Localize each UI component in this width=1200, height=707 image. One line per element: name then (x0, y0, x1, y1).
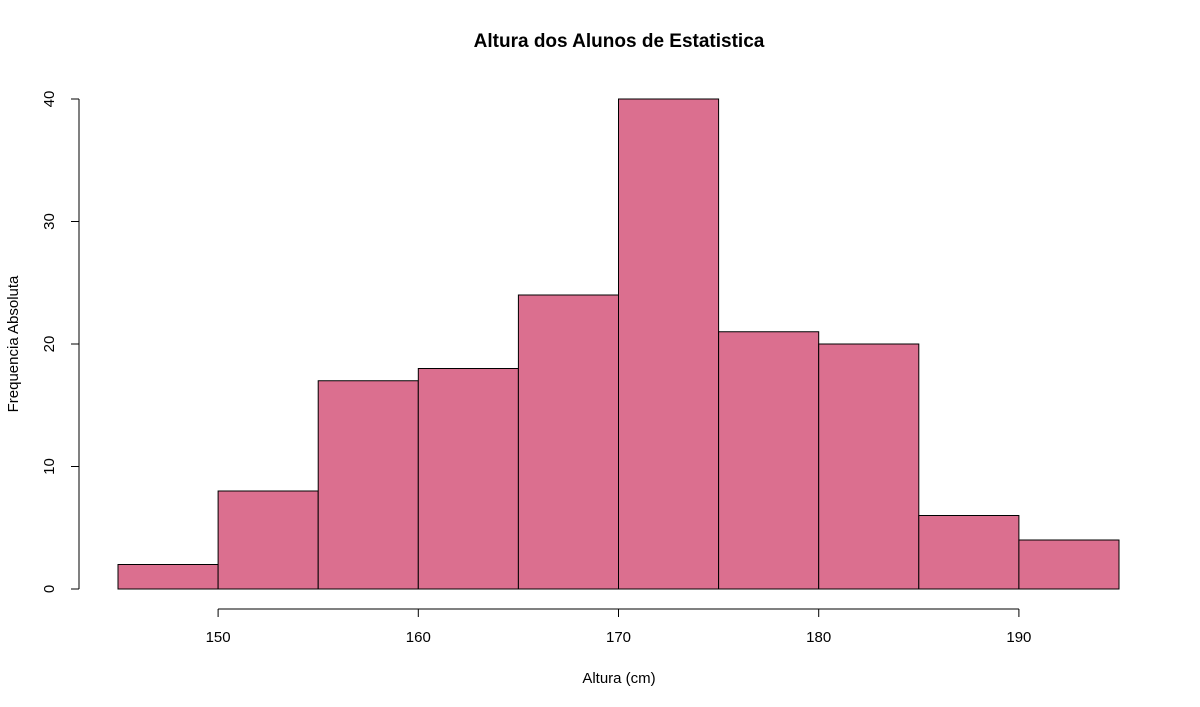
histogram-bar-175-180 (718, 331, 820, 590)
histogram-bar-180-185 (818, 343, 920, 590)
histogram-bar-155-160 (317, 380, 419, 590)
histogram-bar-145-150 (117, 564, 219, 590)
bars-group (117, 98, 1120, 590)
chart-title: Altura dos Alunos de Estatistica (474, 31, 765, 52)
y-tick-label: 10 (41, 458, 58, 475)
y-tick-label: 20 (41, 336, 58, 353)
histogram-bar-165-170 (517, 294, 620, 590)
y-tick-label: 0 (41, 585, 58, 593)
x-axis-label: Altura (cm) (582, 670, 655, 687)
y-axis: 0 10 20 30 40 (41, 91, 80, 593)
histogram-bar-190-195 (1018, 539, 1120, 590)
histogram-bar-170-175 (618, 98, 720, 590)
x-axis: 150 160 170 180 190 (206, 608, 1031, 646)
x-tick-label: 150 (206, 629, 231, 646)
y-axis-label: Frequencia Absoluta (5, 275, 22, 412)
y-tick-label: 30 (41, 213, 58, 230)
x-tick-label: 190 (1006, 629, 1031, 646)
x-tick-label: 170 (606, 629, 631, 646)
histogram-bar-150-155 (217, 490, 319, 590)
histogram-bar-160-165 (417, 368, 519, 590)
x-tick-label: 180 (806, 629, 831, 646)
histogram-bar-185-190 (918, 515, 1020, 590)
x-tick-label: 160 (406, 629, 431, 646)
y-tick-label: 40 (41, 91, 58, 108)
